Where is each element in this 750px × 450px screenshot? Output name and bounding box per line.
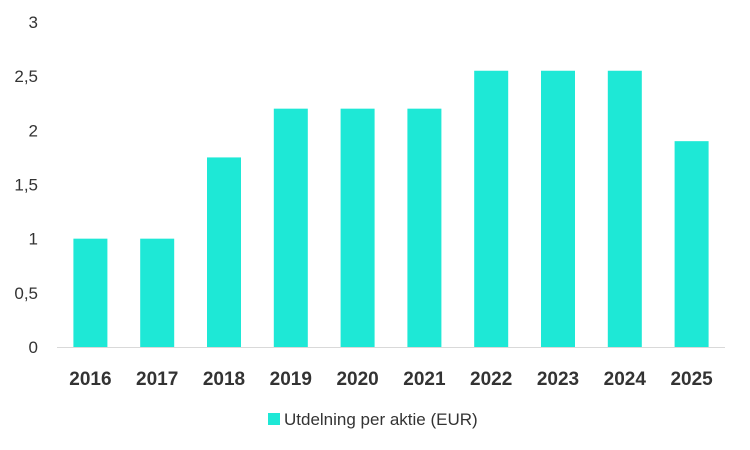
x-tick-label: 2022 — [470, 369, 512, 390]
y-tick-label: 3 — [29, 13, 38, 32]
bar-2024 — [607, 70, 642, 347]
y-tick-label: 1,5 — [14, 176, 38, 195]
bar-2025 — [674, 141, 709, 347]
bar-2018 — [207, 157, 241, 347]
legend: Utdelning per aktie (EUR) — [268, 410, 478, 429]
x-tick-label: 2024 — [604, 369, 647, 390]
bar-2022 — [474, 70, 509, 347]
x-tick-label: 2016 — [69, 369, 111, 390]
y-tick-label: 2 — [29, 121, 38, 140]
x-axis-ticks: 2016 2017 2018 2019 2020 2021 2022 2023 2024 2025 — [69, 369, 713, 390]
y-tick-label: 0,5 — [14, 284, 38, 303]
bar-2023 — [541, 70, 575, 347]
x-tick-label: 2019 — [270, 369, 312, 390]
bars — [73, 70, 709, 348]
bar-2019 — [273, 108, 308, 348]
y-tick-label: 1 — [29, 230, 38, 249]
y-axis-ticks: 0 0,5 1 1,5 2 2,5 3 — [14, 13, 38, 357]
y-tick-label: 0 — [29, 338, 38, 357]
legend-swatch — [268, 413, 280, 425]
bar-2017 — [140, 238, 175, 347]
bar-2016 — [73, 238, 108, 347]
x-tick-label: 2025 — [670, 369, 713, 390]
x-tick-label: 2021 — [403, 369, 446, 390]
legend-label: Utdelning per aktie (EUR) — [284, 410, 478, 429]
x-tick-label: 2017 — [136, 369, 178, 390]
bar-2021 — [407, 108, 442, 348]
bar-2020 — [340, 108, 375, 348]
y-tick-label: 2,5 — [14, 67, 38, 86]
x-tick-label: 2020 — [336, 369, 378, 390]
x-tick-label: 2023 — [537, 369, 579, 390]
x-tick-label: 2018 — [203, 369, 245, 390]
